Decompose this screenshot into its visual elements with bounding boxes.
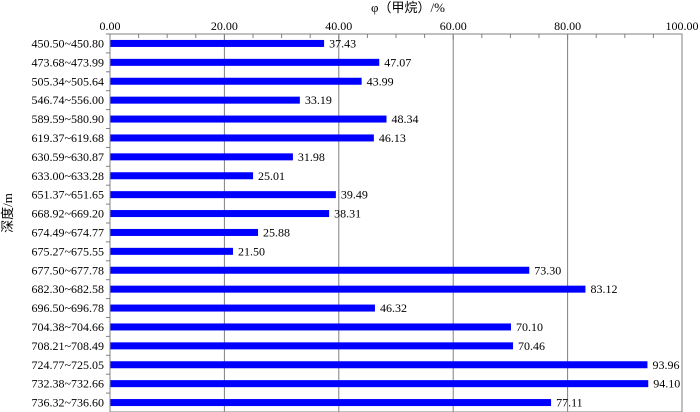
bar [110,228,259,236]
value-label: 93.96 [652,358,679,372]
bar [110,77,362,85]
category-label: 546.74~556.00 [32,93,105,107]
value-label: 47.07 [384,55,411,69]
x-axis-title: φ（甲烷）/% [371,0,445,15]
value-label: 39.49 [341,188,368,202]
bar [110,361,648,369]
x-tick-label: 80.00 [554,19,581,33]
category-label: 674.49~674.77 [32,225,105,239]
category-label: 473.68~473.99 [32,55,105,69]
category-label: 630.59~630.87 [32,150,105,164]
x-axis-ticks: 0.00 20.00 40.00 60.00 80.00 100.00 [100,19,699,40]
x-tick-label: 0.00 [100,19,121,33]
category-labels: 450.50~450.80 473.68~473.99 505.34~505.64 5… [32,33,110,410]
plot-frame [109,33,683,412]
bar [110,323,511,331]
bar [110,399,552,407]
bar [110,266,530,274]
bar [110,380,649,388]
category-label: 668.92~669.20 [32,207,105,221]
y-axis-title: 深度/m [0,193,15,233]
category-label: 682.30~682.58 [32,282,105,296]
category-label: 651.37~651.65 [32,188,105,202]
bar [110,39,325,47]
bar [110,96,300,104]
bar [110,304,375,312]
x-tick-label: 60.00 [440,19,467,33]
value-label: 70.10 [516,320,543,334]
bar [110,153,293,161]
bar [110,191,336,199]
bar [110,210,330,218]
value-label: 43.99 [367,74,394,88]
value-label: 48.34 [392,112,419,126]
value-label: 33.19 [305,93,332,107]
value-label: 25.88 [263,225,290,239]
category-label: 450.50~450.80 [32,36,105,50]
x-tick-label: 40.00 [325,19,352,33]
value-labels: 37.43 47.07 43.99 33.19 48.34 46.13 31.98 25.01… [238,36,680,409]
value-label: 25.01 [258,169,285,183]
bar [110,247,233,255]
x-tick-label: 100.00 [666,19,699,33]
value-label: 31.98 [298,150,325,164]
category-label: 736.32~736.60 [32,396,105,410]
value-label: 38.31 [334,207,361,221]
category-label: 696.50~696.78 [32,301,105,315]
bar [110,58,380,66]
value-label: 46.13 [379,131,406,145]
category-label: 724.77~725.05 [32,358,105,372]
value-label: 73.30 [534,263,561,277]
category-label: 633.00~633.28 [32,169,105,183]
bar [110,134,374,142]
category-label: 589.59~580.90 [32,112,105,126]
category-label: 505.34~505.64 [32,74,105,88]
value-label: 94.10 [653,377,680,391]
bar [110,172,254,180]
value-label: 21.50 [238,244,265,258]
category-label: 675.27~675.55 [32,244,105,258]
bar [110,115,387,123]
value-label: 70.46 [518,339,545,353]
x-tick-label: 20.00 [211,19,238,33]
category-label: 708.21~708.49 [32,339,105,353]
gridlines [223,34,569,412]
bars [110,39,649,407]
value-label: 77.11 [556,396,583,410]
bar [110,285,586,293]
value-label: 46.32 [380,301,407,315]
value-label: 37.43 [329,36,356,50]
value-label: 83.12 [590,282,617,296]
category-label: 619.37~619.68 [32,131,105,145]
category-label: 704.38~704.66 [32,320,105,334]
category-label: 677.50~677.78 [32,263,105,277]
category-label: 732.38~732.66 [32,377,105,391]
bar [110,342,514,350]
